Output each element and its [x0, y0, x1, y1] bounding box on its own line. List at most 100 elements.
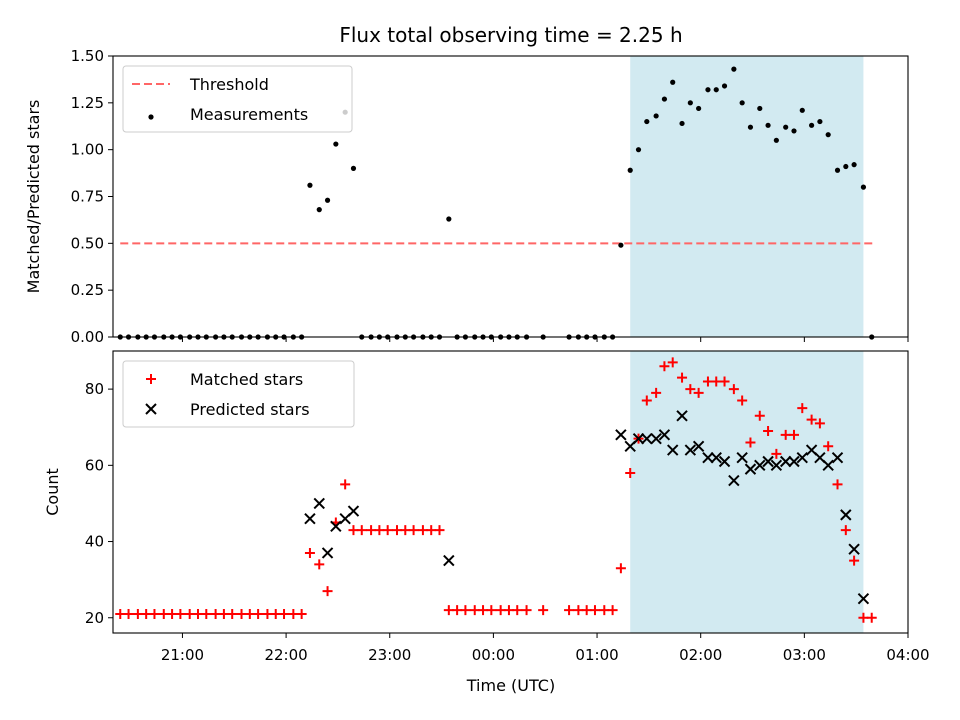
chart-title: Flux total observing time = 2.25 h: [339, 23, 682, 47]
predicted-star-point: [676, 410, 688, 422]
y-tick-label: 0.25: [71, 281, 104, 299]
measurement-point: [635, 147, 642, 153]
matched-star-point: [314, 559, 325, 570]
measurement-point: [627, 167, 633, 173]
predicted-star-point: [313, 497, 325, 510]
measurement-point: [713, 87, 719, 93]
matched-star-point: [719, 376, 730, 387]
matched-star-point: [382, 525, 393, 536]
matched-star-point: [797, 403, 808, 414]
count-panel: 20 40 60 80 21:00 22:00 23:00 00:00 01:00 02:00 03…: [43, 350, 930, 664]
predicted-star-point: [667, 444, 679, 456]
matched-star-point: [771, 448, 782, 459]
y-tick-label: 40: [85, 533, 104, 551]
measurement-point: [661, 96, 668, 102]
predicted-star-point: [754, 459, 766, 472]
predicted-star-point: [857, 592, 870, 605]
measurement-point: [333, 141, 339, 147]
matched-star-point: [651, 387, 662, 398]
y-tick-label: 0.50: [71, 234, 104, 252]
matched-star-point: [304, 547, 315, 558]
matched-star-point: [253, 608, 264, 619]
matched-star-point: [521, 605, 532, 616]
predicted-star-point: [728, 474, 740, 487]
measurement-point: [721, 83, 728, 89]
matched-star-point: [227, 608, 238, 619]
matched-star-point: [296, 608, 307, 619]
matched-star-point: [728, 384, 739, 395]
matched-star-point: [615, 563, 626, 574]
predicted-star-point: [443, 554, 455, 567]
measurement-point: [705, 87, 711, 93]
matched-star-point: [340, 479, 351, 490]
x-tick-label: 00:00: [472, 646, 515, 664]
measurement-point: [350, 165, 357, 171]
y-tick-label: 0.75: [71, 188, 104, 206]
matched-star-point: [460, 605, 471, 616]
predicted-star-point: [632, 432, 645, 445]
matched-star-point: [322, 586, 333, 597]
predicted-star-point: [330, 520, 342, 533]
measurement-point: [809, 122, 815, 128]
measurement-point: [324, 197, 331, 203]
predicted-star-point: [650, 432, 662, 445]
matched-star-point: [201, 608, 212, 619]
measurement-point: [817, 118, 823, 125]
x-tick-label: 22:00: [264, 646, 307, 664]
measurement-point: [653, 113, 659, 119]
matched-star-point: [737, 395, 748, 406]
measurement-point: [307, 182, 313, 188]
matched-star-point: [175, 608, 186, 619]
y-tick-label: 0.00: [71, 328, 104, 346]
measurement-point: [799, 107, 805, 113]
predicted-star-point: [779, 455, 792, 468]
y-tick-label: 1.25: [71, 94, 104, 112]
y-axis-label: Count: [43, 468, 62, 516]
measurement-point: [843, 163, 849, 170]
predicted-star-point: [831, 451, 844, 464]
predicted-star-point: [744, 463, 757, 475]
measurement-point: [446, 216, 452, 222]
measurement-point: [765, 122, 771, 128]
predicted-star-point: [840, 509, 852, 521]
predicted-star-point: [770, 459, 783, 472]
measurement-point: [783, 124, 789, 130]
legend-predicted-marker: [145, 403, 157, 415]
predicted-star-point: [321, 547, 334, 559]
matched-star-point: [564, 605, 575, 616]
matched-star-point: [788, 429, 799, 440]
x-tick-label: 21:00: [161, 646, 204, 664]
matched-star-point: [279, 608, 290, 619]
predicted-star-point: [658, 429, 671, 441]
predicted-star-point: [710, 451, 722, 464]
legend-label: Threshold: [189, 75, 269, 94]
measurement-point: [731, 66, 737, 72]
predicted-star-point: [692, 440, 705, 452]
measurement-point: [739, 100, 745, 106]
measurement-point: [670, 79, 676, 85]
y-axis-label: Matched/Predicted stars: [24, 100, 43, 294]
matched-star-point: [659, 361, 670, 372]
y-tick-label: 60: [85, 456, 104, 474]
matched-star-point: [806, 414, 817, 425]
matched-star-point: [607, 605, 618, 616]
predicted-star-point: [788, 455, 800, 468]
legend-box: [122, 65, 353, 133]
matched-star-point: [814, 418, 825, 429]
legend-matched-marker: [146, 374, 156, 384]
measurement-point: [747, 124, 754, 130]
matched-star-point: [832, 479, 843, 490]
predicted-star-point: [304, 512, 316, 525]
predicted-star-point: [736, 451, 748, 464]
measurement-point: [834, 167, 841, 173]
x-tick-label: 03:00: [783, 646, 826, 664]
measurement-point: [644, 118, 650, 125]
measurement-point: [757, 105, 763, 112]
predicted-star-point: [796, 451, 808, 464]
y-tick-label: 1.50: [71, 47, 104, 65]
matched-star-point: [408, 525, 419, 536]
measurement-point: [696, 105, 702, 112]
measurement-point: [679, 120, 685, 127]
legend-label: Measurements: [190, 105, 308, 124]
